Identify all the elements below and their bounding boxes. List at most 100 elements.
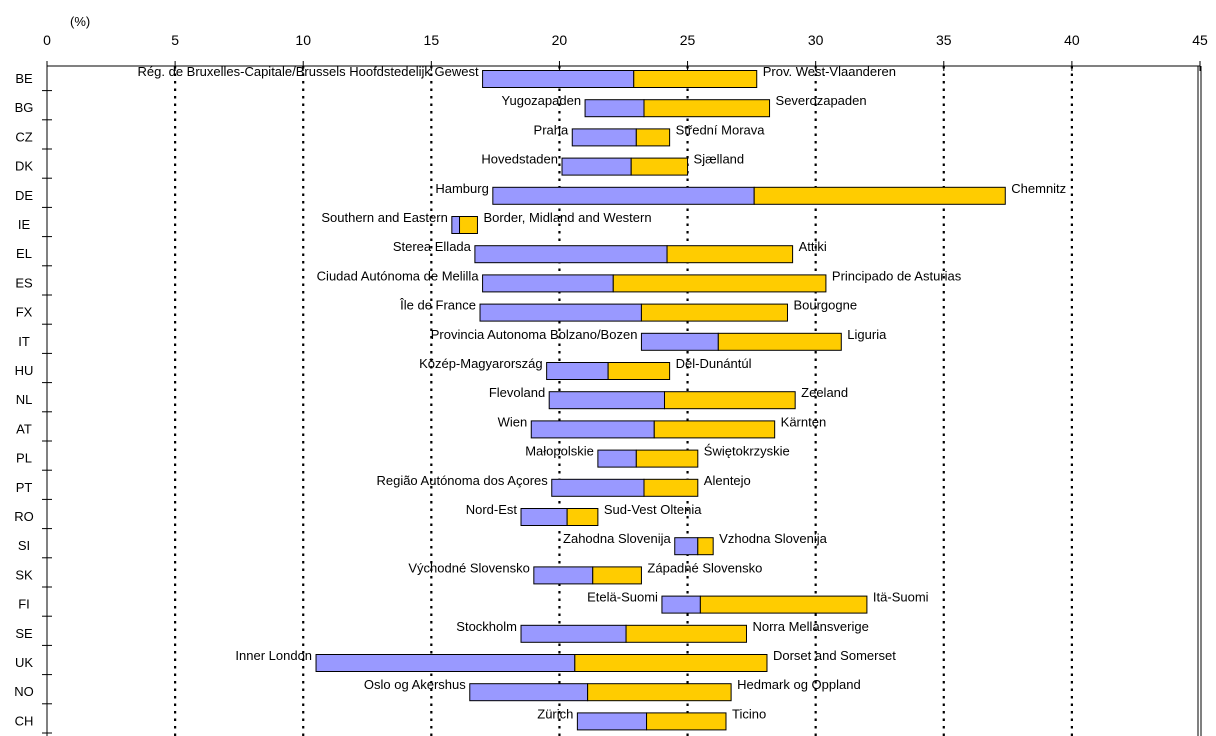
country-label: HU (15, 363, 34, 378)
country-label: SE (15, 626, 33, 641)
country-label: IT (18, 334, 30, 349)
country-label: FI (18, 597, 30, 612)
bar-low-segment (571, 128, 637, 147)
max-region-label: Severozapaden (776, 93, 867, 108)
min-region-label: Zürich (537, 706, 573, 721)
bar-low-segment (640, 332, 719, 351)
country-label: FX (16, 305, 33, 320)
axis-layer: 0 5 10 15 20 25 30 35 40 45 (42, 32, 1208, 736)
bar-high-segment (663, 391, 796, 410)
x-tick-label: 5 (171, 32, 179, 48)
country-label: PT (16, 480, 33, 495)
max-region-label: Ticino (732, 706, 766, 721)
bar-low-segment (482, 274, 614, 293)
bar-high-segment (699, 595, 868, 614)
country-label: ES (15, 275, 33, 290)
bar-low-segment (479, 303, 642, 322)
bars-layer (315, 70, 1006, 731)
max-region-label: Vzhodna Slovenija (719, 531, 827, 546)
max-region-label: Zeeland (801, 385, 848, 400)
min-region-label: Małopolskie (525, 444, 594, 459)
max-region-label: Chemnitz (1011, 181, 1066, 196)
bar-high-segment (646, 712, 727, 731)
min-region-label: Východné Slovensko (408, 560, 529, 575)
bar-high-segment (717, 332, 842, 351)
x-tick-label: 35 (936, 32, 952, 48)
bar-low-segment (315, 654, 576, 672)
country-label: CH (15, 713, 34, 728)
country-label: AT (16, 421, 32, 436)
x-tick-label: 0 (43, 32, 51, 48)
min-region-label: Közép-Magyarország (419, 356, 543, 371)
country-label: BE (15, 71, 33, 86)
x-tick-label: 40 (1064, 32, 1080, 48)
country-label: CZ (15, 129, 32, 144)
bar-low-segment (451, 216, 461, 234)
max-region-label: Świętokrzyskie (704, 444, 790, 459)
max-region-label: Sjælland (694, 152, 745, 167)
max-region-label: Dél-Dunántúl (676, 356, 752, 371)
max-region-label: Kärnten (781, 414, 827, 429)
bar-high-segment (574, 654, 768, 672)
bar-low-segment (674, 537, 699, 556)
bar-high-segment (612, 274, 827, 293)
bar-low-segment (492, 186, 755, 205)
x-tick-label: 15 (424, 32, 440, 48)
bar-low-segment (548, 391, 665, 410)
unit-label: (%) (70, 14, 90, 29)
max-region-label: Attiki (799, 239, 827, 254)
bar-low-segment (576, 712, 648, 731)
max-region-label: Alentejo (704, 473, 751, 488)
bar-high-segment (640, 303, 788, 322)
min-region-label: Oslo og Akershus (364, 677, 466, 692)
bar-low-segment (561, 157, 632, 176)
bar-high-segment (753, 186, 1006, 205)
bar-high-segment (630, 157, 689, 176)
min-region-label: Yugozapaden (502, 93, 582, 108)
bar-low-segment (469, 683, 589, 702)
max-region-label: Dorset and Somerset (773, 648, 896, 663)
x-tick-label: 10 (295, 32, 311, 48)
bar-high-segment (587, 683, 732, 702)
min-region-label: Hamburg (435, 181, 488, 196)
country-label: NL (16, 392, 33, 407)
max-region-label: Západné Slovensko (647, 560, 762, 575)
x-tick-label: 45 (1192, 32, 1208, 48)
bar-low-segment (520, 508, 568, 526)
country-label: DE (15, 188, 33, 203)
min-region-label: Zahodna Slovenija (563, 531, 671, 546)
bar-high-segment (635, 128, 671, 147)
bar-low-segment (597, 449, 637, 468)
max-region-label: Principado de Asturias (832, 268, 962, 283)
x-tick-label: 25 (680, 32, 696, 48)
min-region-label: Flevoland (489, 385, 545, 400)
max-region-label: Itä-Suomi (873, 590, 929, 605)
country-label: SK (15, 567, 33, 582)
bar-high-segment (625, 624, 747, 643)
country-label: NO (14, 684, 34, 699)
bar-low-segment (546, 362, 609, 380)
min-region-label: Stockholm (456, 619, 517, 634)
max-region-label: Liguria (847, 327, 887, 342)
bar-low-segment (474, 245, 668, 264)
min-region-label: Região Autónoma dos Açores (376, 473, 548, 488)
max-region-label: Střední Morava (676, 122, 766, 137)
min-region-label: Wien (498, 414, 528, 429)
min-region-label: Provincia Autonoma Bolzano/Bozen (431, 327, 638, 342)
min-region-label: Etelä-Suomi (587, 590, 658, 605)
max-region-label: Border, Midland and Western (483, 210, 651, 225)
bar-high-segment (635, 449, 699, 468)
bar-high-segment (566, 508, 599, 526)
bar-high-segment (643, 478, 699, 497)
bar-low-segment (530, 420, 655, 439)
max-region-label: Norra Mellansverige (752, 619, 868, 634)
min-region-label: Praha (534, 122, 569, 137)
country-label: DK (15, 159, 33, 174)
min-region-label: Île de France (399, 298, 476, 313)
bar-high-segment (653, 420, 776, 439)
min-region-label: Inner London (235, 648, 312, 663)
x-tick-label: 20 (552, 32, 568, 48)
max-region-label: Bourgogne (793, 298, 857, 313)
bar-low-segment (584, 99, 645, 118)
